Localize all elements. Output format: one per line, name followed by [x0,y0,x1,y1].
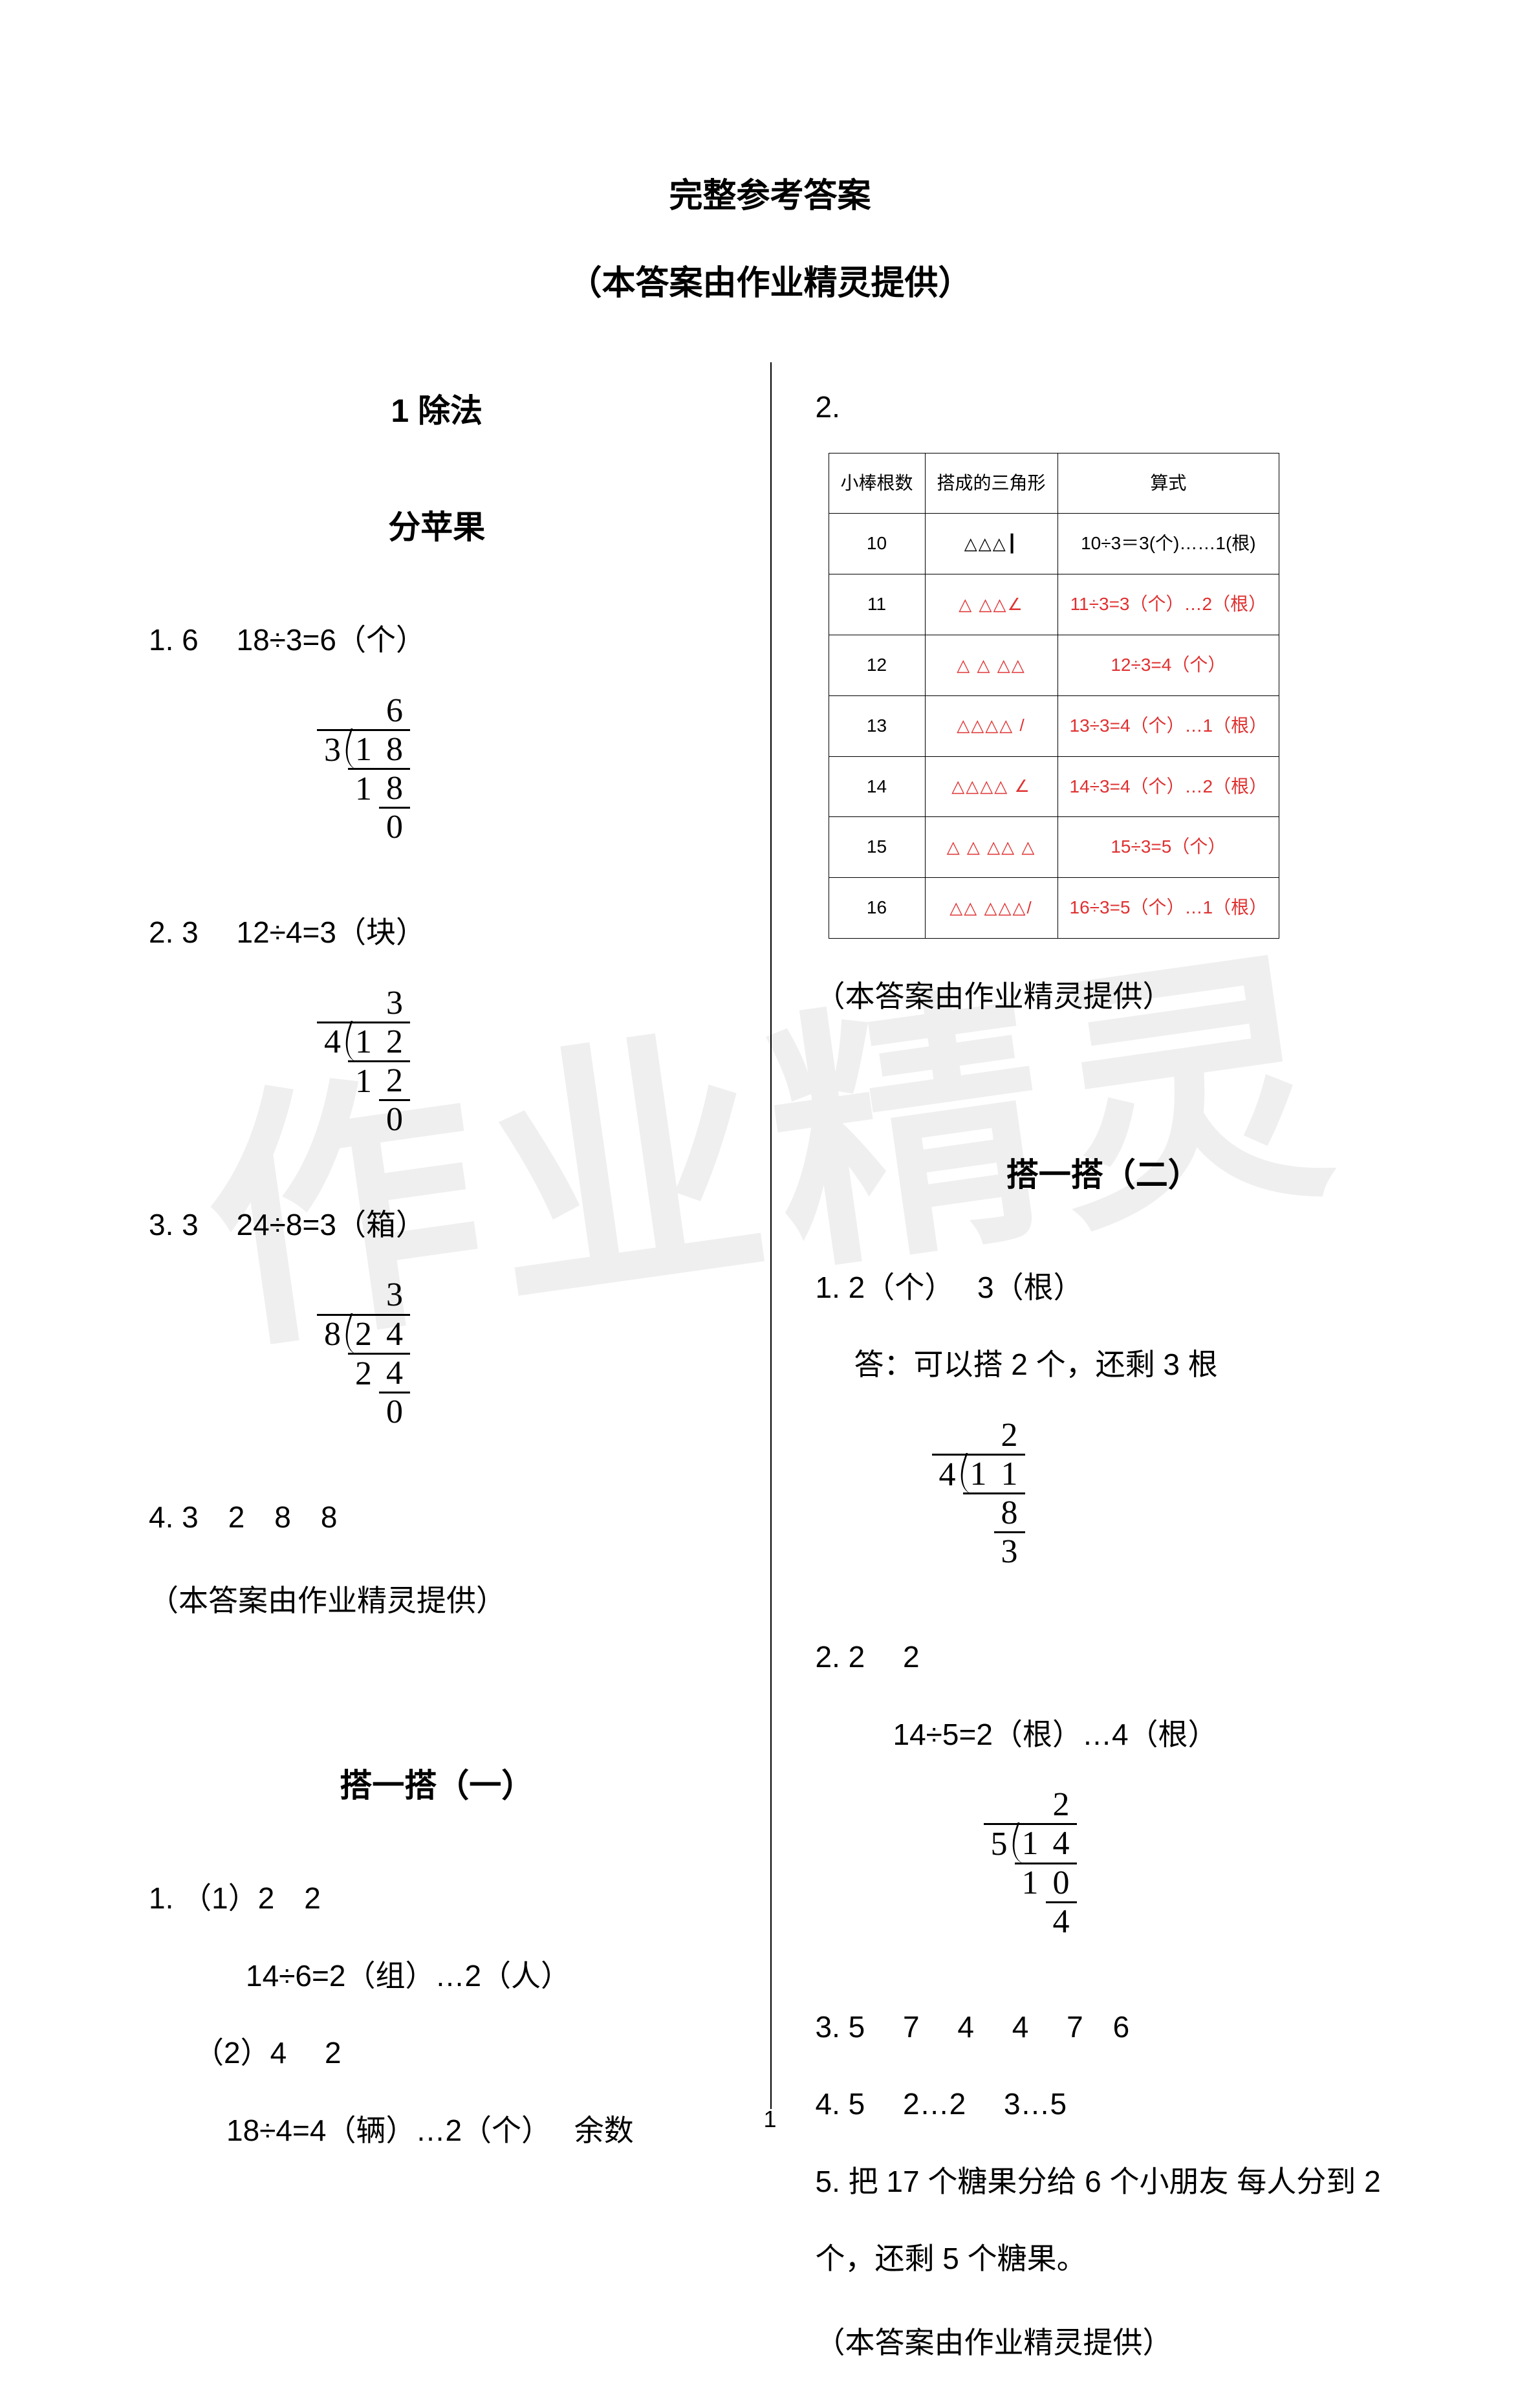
b1: 1. （1）2 2 [149,1860,725,1938]
triangle-table: 小棒根数搭成的三角形算式 10△△△┃10÷3＝3(个)……1(根)11△ △△… [829,453,1280,939]
section-a-heading: 分苹果 [149,485,725,569]
q2: 2. 3 12÷4=3（块） [149,894,725,972]
column-divider [770,362,772,2109]
table-row: 10△△△┃10÷3＝3(个)……1(根) [829,514,1279,574]
table-row: 11△ △△∠11÷3=3（个）…2（根） [829,574,1279,635]
chapter-heading: 1 除法 [149,369,725,453]
c2: 2. 2 2 [816,1619,1392,1696]
section-c-heading: 搭一搭（二） [816,1133,1392,1217]
table-row: 14△△△△ ∠14÷3=4（个）…2（根） [829,756,1279,817]
table-row: 15△ △ △△ △15÷3=5（个） [829,817,1279,878]
c1a: 答：可以搭 2 个，还剩 3 根 [816,1326,1392,1404]
c3: 3. 5 7 4 4 7 6 [816,1989,1392,2066]
left-column: 1 除法 分苹果 1. 6 18÷3=6（个） 6 318 18 0 2. 3 … [149,362,770,2109]
b1a: 14÷6=2（组）…2（人） [149,1938,725,2015]
table-row: 12△ △ △△12÷3=4（个） [829,635,1279,695]
table-header: 算式 [1057,453,1279,514]
c1: 1. 2（个） 3（根） [816,1249,1392,1327]
b2: （2）4 2 [149,2015,725,2092]
page-number: 1 [763,2106,776,2133]
longdiv-3: 3 824 24 0 [317,1276,410,1430]
page-subtitle: （本答案由作业精灵提供） [149,256,1391,304]
q3: 3. 3 24÷8=3（箱） [149,1186,725,1264]
b2a: 18÷4=4（辆）…2（个） 余数 [149,2092,725,2170]
c5: 5. 把 17 个糖果分给 6 个小朋友 每人分到 2 [816,2143,1392,2221]
credit-right-1: （本答案由作业精灵提供） [816,958,1392,1036]
table-row: 13△△△△ /13÷3=4（个）…1（根） [829,695,1279,756]
longdiv-1: 6 318 18 0 [317,692,410,846]
section-b-heading: 搭一搭（一） [149,1743,725,1828]
page: 作业精灵 完整参考答案 （本答案由作业精灵提供） 1 除法 分苹果 1. 6 1… [0,0,1540,2178]
table-row: 16△△ △△△/16÷3=5（个）…1（根） [829,878,1279,939]
longdiv-5: 2 514 10 4 [984,1786,1077,1940]
c4: 4. 5 2…2 3…5 [816,2066,1392,2143]
credit-right-2: （本答案由作业精灵提供） [816,2304,1392,2382]
table-header: 搭成的三角形 [925,453,1057,514]
c5b: 个，还剩 5 个糖果。 [816,2220,1392,2298]
credit-left: （本答案由作业精灵提供） [149,1562,725,1640]
longdiv-2: 3 412 12 0 [317,985,410,1139]
r2: 2. [816,369,1392,446]
page-title: 完整参考答案 [149,168,1391,217]
columns: 1 除法 分苹果 1. 6 18÷3=6（个） 6 318 18 0 2. 3 … [149,362,1391,2109]
c2a: 14÷5=2（根）…4（根） [816,1696,1392,1774]
q1: 1. 6 18÷3=6（个） [149,602,725,679]
q4: 4. 3 2 8 8 [149,1479,725,1557]
right-column: 2. 小棒根数搭成的三角形算式 10△△△┃10÷3＝3(个)……1(根)11△… [770,362,1392,2109]
table-header: 小棒根数 [829,453,925,514]
longdiv-4: 2 411 8 3 [932,1417,1025,1571]
